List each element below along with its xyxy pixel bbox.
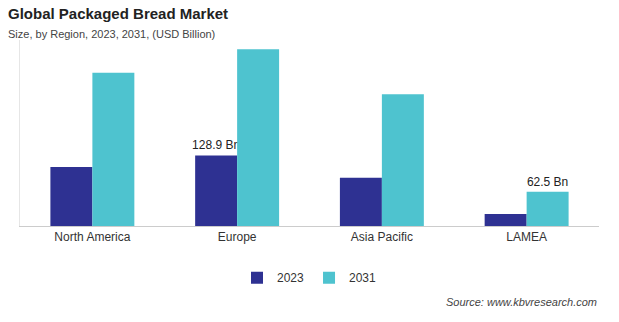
svg-text:Asia Pacific: Asia Pacific	[351, 230, 413, 244]
svg-text:2023: 2023	[277, 271, 304, 285]
svg-text:Size, by Region, 2023, 2031, (: Size, by Region, 2023, 2031, (USD Billio…	[8, 28, 215, 40]
svg-text:Source: www.kbvresearch.com: Source: www.kbvresearch.com	[446, 296, 597, 308]
svg-text:2031: 2031	[349, 271, 376, 285]
svg-text:Europe: Europe	[218, 230, 257, 244]
svg-text:62.5 Bn: 62.5 Bn	[527, 175, 568, 189]
svg-text:Global Packaged Bread Market: Global Packaged Bread Market	[8, 5, 228, 22]
svg-text:128.9 Bn: 128.9 Bn	[192, 138, 240, 152]
svg-text:North America: North America	[54, 230, 130, 244]
svg-text:LAMEA: LAMEA	[506, 230, 547, 244]
